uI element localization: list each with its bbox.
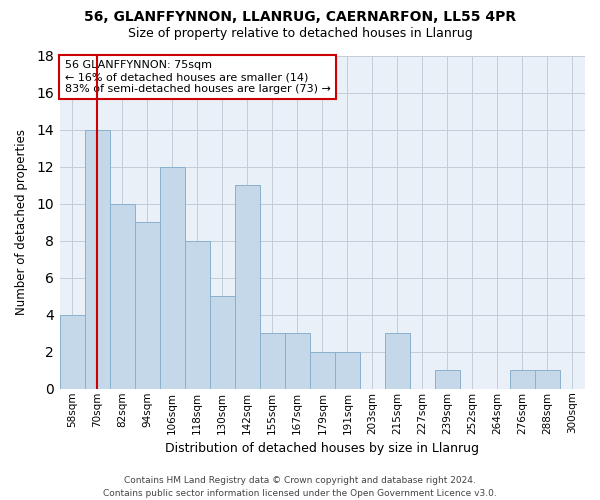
Bar [210,296,235,389]
Y-axis label: Number of detached properties: Number of detached properties [15,129,28,315]
Text: 56 GLANFFYNNON: 75sqm
← 16% of detached houses are smaller (14)
83% of semi-deta: 56 GLANFFYNNON: 75sqm ← 16% of detached … [65,60,331,94]
Bar [59,314,85,389]
Bar [160,166,185,389]
Text: Contains HM Land Registry data © Crown copyright and database right 2024.
Contai: Contains HM Land Registry data © Crown c… [103,476,497,498]
X-axis label: Distribution of detached houses by size in Llanrug: Distribution of detached houses by size … [166,442,479,455]
Bar [260,333,285,389]
Bar [110,204,134,389]
Bar [134,222,160,389]
Bar [385,333,410,389]
Bar [535,370,560,389]
Bar [510,370,535,389]
Bar [235,185,260,389]
Bar [435,370,460,389]
Bar [85,130,110,389]
Bar [310,352,335,389]
Bar [285,333,310,389]
Text: Size of property relative to detached houses in Llanrug: Size of property relative to detached ho… [128,28,472,40]
Bar [335,352,360,389]
Bar [185,240,210,389]
Text: 56, GLANFFYNNON, LLANRUG, CAERNARFON, LL55 4PR: 56, GLANFFYNNON, LLANRUG, CAERNARFON, LL… [84,10,516,24]
